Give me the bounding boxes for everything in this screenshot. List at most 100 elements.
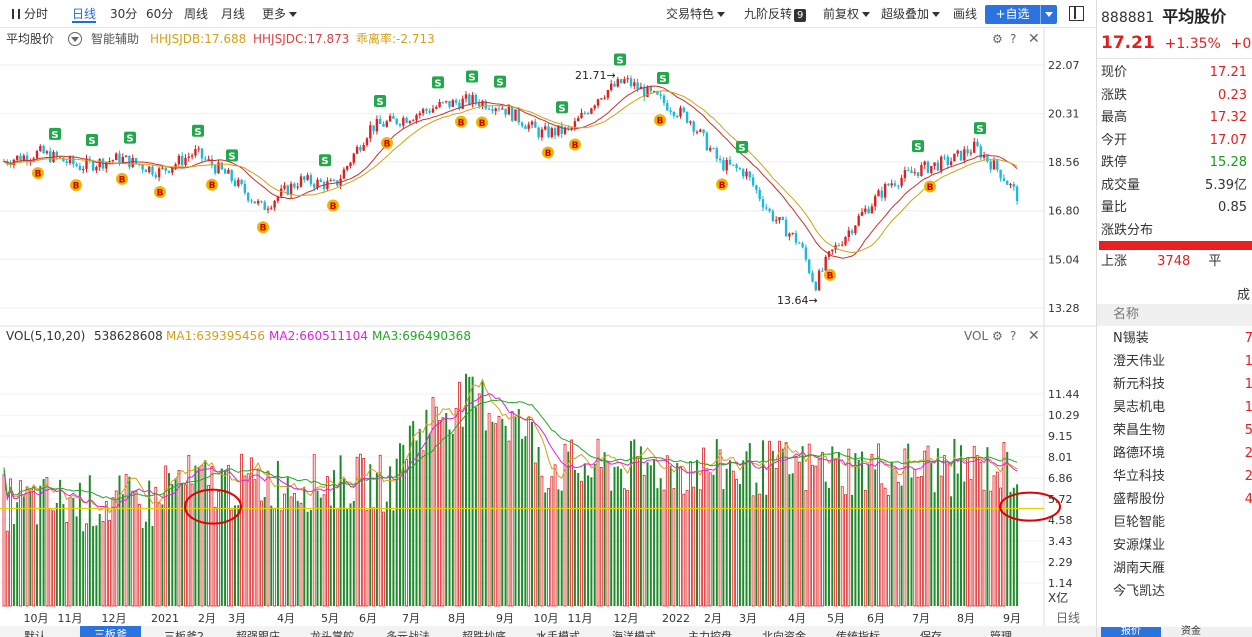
- list-item-name: N锡装: [1113, 331, 1149, 346]
- candle-body: [497, 108, 501, 110]
- list-item[interactable]: 新元科技 1: [1113, 374, 1252, 396]
- candle-body: [184, 157, 187, 165]
- list-item[interactable]: 昊志机电 1: [1113, 397, 1252, 419]
- period-weekly[interactable]: 周线: [184, 7, 209, 21]
- volume-bar: [240, 453, 244, 607]
- volume-bar: [689, 461, 692, 607]
- sell-signal-marker: S: [736, 140, 748, 154]
- help-icon[interactable]: ?: [1010, 32, 1017, 46]
- volume-bar: [270, 505, 273, 606]
- candle-body: [471, 94, 474, 104]
- period-60min[interactable]: 60分: [146, 7, 174, 21]
- list-item[interactable]: 荣昌生物 5: [1113, 420, 1252, 442]
- layout-toggle-icon[interactable]: [1069, 6, 1084, 21]
- candle-body: [171, 167, 174, 173]
- tab-template-7[interactable]: 水手模式: [536, 630, 580, 637]
- volume-bar: [514, 417, 517, 606]
- tab-template-10[interactable]: 北向资金: [762, 630, 806, 637]
- tab-template-13[interactable]: 管理: [990, 630, 1012, 637]
- list-item-value: 5: [1245, 420, 1252, 442]
- volume-bar: [857, 459, 860, 606]
- sell-signal-box: [319, 154, 331, 167]
- dropdown-circle-icon[interactable]: [68, 32, 82, 46]
- tab-template-9[interactable]: 主力控盘: [688, 630, 732, 637]
- candle-body: [276, 196, 280, 201]
- tab-template-4[interactable]: 龙头掌舵: [310, 630, 354, 637]
- volume-bar: [712, 474, 715, 606]
- tab-template-8[interactable]: 海洋模式: [612, 630, 656, 637]
- trade-feature-menu[interactable]: 交易特色: [666, 5, 726, 23]
- chevron-down-icon: [862, 12, 871, 17]
- volume-bar: [913, 468, 917, 607]
- volume-bar: [292, 492, 296, 607]
- candle-body: [35, 150, 39, 159]
- candle-body: [204, 158, 207, 160]
- buy-signal-letter: B: [657, 117, 664, 127]
- sell-signal-letter: S: [228, 151, 235, 162]
- list-item[interactable]: 巨轮智能: [1113, 512, 1252, 534]
- buy-signal-marker: B: [381, 137, 393, 150]
- volume-bar: [986, 447, 989, 606]
- tab-quote[interactable]: 报价: [1101, 627, 1161, 637]
- list-item[interactable]: N锡装 7: [1113, 328, 1252, 350]
- tab-template-11[interactable]: 传统指标: [836, 630, 880, 637]
- volume-bar: [45, 477, 49, 607]
- tab-template-5[interactable]: 多元战法: [386, 630, 430, 637]
- settings-gear-icon[interactable]: ⚙: [992, 329, 1003, 343]
- sell-signal-letter: S: [738, 143, 745, 154]
- period-daily[interactable]: 日线: [72, 7, 97, 23]
- candle-body: [775, 220, 778, 222]
- candle-body: [596, 99, 600, 106]
- candle-body: [841, 244, 844, 246]
- volume-bar: [421, 450, 425, 607]
- volume-bar: [698, 489, 702, 607]
- help-icon[interactable]: ?: [1010, 329, 1017, 343]
- list-item[interactable]: 澄天伟业 1: [1113, 351, 1252, 373]
- close-icon[interactable]: ✕: [1028, 328, 1040, 344]
- chart-canvas[interactable]: S S S S S S S S S S S S S S S S B B B B B B B B B B B B B B B B 21.71→ 13…: [0, 28, 1096, 628]
- candle-body: [953, 153, 956, 162]
- period-30min[interactable]: 30分: [110, 7, 138, 21]
- sell-signal-box: [226, 149, 238, 162]
- volume-bar: [418, 428, 421, 606]
- candle-body: [332, 180, 336, 182]
- list-item[interactable]: 今飞凯达: [1113, 581, 1252, 603]
- period-more[interactable]: 更多: [262, 5, 298, 23]
- tab-template-0[interactable]: 默认: [24, 630, 46, 637]
- tab-template-2[interactable]: 三板斧2: [164, 630, 204, 637]
- period-fenshi[interactable]: 分时: [12, 5, 48, 23]
- adjust-menu[interactable]: 前复权: [823, 5, 871, 23]
- smart-assist-label[interactable]: 智能辅助: [91, 32, 140, 46]
- volume-bar: [943, 455, 946, 607]
- tab-template-6[interactable]: 超跌抄底: [462, 630, 506, 637]
- volume-bar: [801, 446, 804, 606]
- volume-bar: [765, 494, 768, 606]
- tab-funds[interactable]: 资金: [1181, 626, 1201, 637]
- sell-signal-letter: S: [434, 78, 441, 89]
- period-monthly[interactable]: 月线: [221, 7, 246, 21]
- sell-signal-marker: S: [49, 127, 61, 141]
- close-icon[interactable]: ✕: [1028, 31, 1040, 47]
- candle-body: [95, 166, 98, 171]
- volume-bar: [507, 440, 511, 607]
- super-overlay-menu[interactable]: 超级叠加: [881, 5, 941, 23]
- volume-bar: [148, 480, 151, 606]
- settings-gear-icon[interactable]: ⚙: [992, 32, 1003, 46]
- nine-turn-button[interactable]: 九阶反转 9: [744, 5, 807, 23]
- tab-template-3[interactable]: 超强跟庄: [236, 630, 280, 637]
- volume-bar: [751, 495, 755, 607]
- chevron-down-icon[interactable]: [1040, 5, 1057, 24]
- list-item[interactable]: 华立科技 2: [1113, 466, 1252, 488]
- list-item[interactable]: 湖南天雁: [1113, 558, 1252, 580]
- vol-tick-label: 8.01: [1048, 451, 1073, 464]
- list-item[interactable]: 路德环境 2: [1113, 443, 1252, 465]
- candle-body: [478, 102, 481, 107]
- volume-bar: [465, 373, 467, 606]
- volume-bar: [382, 511, 385, 607]
- list-item[interactable]: 盛帮股份 4: [1113, 489, 1252, 511]
- add-watchlist-button[interactable]: +自选: [985, 5, 1057, 24]
- tab-template-12[interactable]: 保存: [920, 630, 942, 637]
- draw-line-button[interactable]: 画线: [953, 7, 978, 21]
- list-item[interactable]: 安源煤业: [1113, 535, 1252, 557]
- tab-template-1[interactable]: 三板斧: [80, 626, 141, 637]
